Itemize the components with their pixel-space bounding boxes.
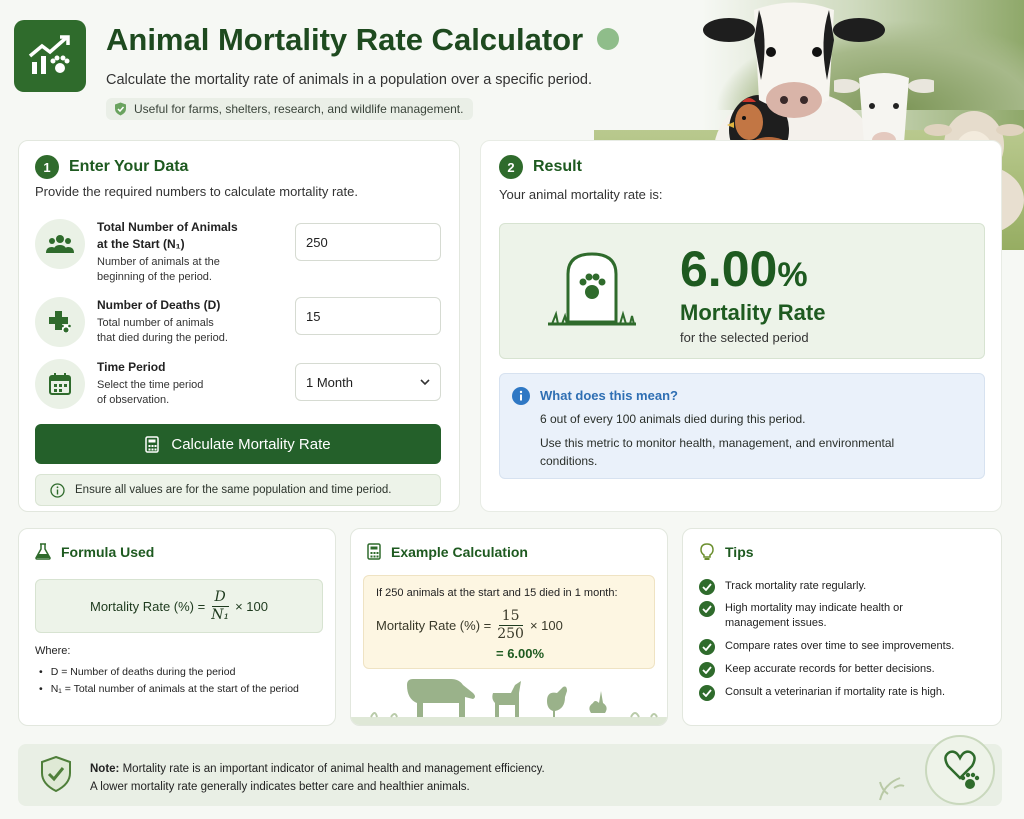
field-help: Select the time period of observation. [97, 379, 204, 406]
time-period-select[interactable]: 1 Month [295, 363, 441, 401]
info-icon [512, 387, 530, 405]
step-number: 2 [499, 155, 523, 179]
gravestone-paw-icon [548, 252, 636, 326]
input-note: Ensure all values are for the same popul… [35, 474, 441, 506]
deaths-input[interactable]: 15 [295, 297, 441, 335]
formula-card: Formula Used Mortality Rate (%) = D N₁ × … [18, 528, 336, 726]
mortality-rate-label: Mortality Rate [680, 300, 826, 325]
chevron-down-icon [420, 378, 430, 385]
usage-pill: Useful for farms, shelters, research, an… [106, 98, 474, 120]
field-help: Total number of animals that died during … [97, 317, 228, 344]
example-box: If 250 animals at the start and 15 died … [363, 575, 655, 669]
step-number: 1 [35, 155, 59, 179]
formula-bullet: N₁ = Total number of animals at the star… [39, 683, 299, 695]
meaning-line-1: 6 out of every 100 animals died during t… [540, 412, 806, 426]
bottom-note: Note: Mortality rate is an important ind… [18, 735, 1002, 806]
meaning-line-2: Use this metric to monitor health, manag… [540, 436, 895, 468]
example-card: Example Calculation If 250 animals at th… [350, 528, 668, 726]
status-dot [597, 27, 620, 50]
usage-text: Useful for farms, shelters, research, an… [134, 102, 464, 116]
mortality-rate-value: 6.00% [680, 241, 808, 297]
formula-box: Mortality Rate (%) = D N₁ × 100 [35, 579, 323, 633]
where-label: Where: [35, 645, 71, 657]
example-fraction: 15 250 [497, 608, 524, 642]
example-intro: If 250 animals at the start and 15 died … [376, 587, 618, 599]
tips-card: Tips Track mortality rate regularly. Hig… [682, 528, 1002, 726]
check-icon [699, 685, 715, 701]
flask-icon [35, 543, 51, 560]
input-card-description: Provide the required numbers to calculat… [35, 184, 358, 199]
page-header: Animal Mortality Rate Calculator Calcula… [14, 20, 674, 120]
field-time-period: Time Period Select the time period of obs… [35, 359, 445, 419]
example-formula: Mortality Rate (%) = 15 250 × 100 [376, 608, 563, 642]
note-text: Note: Mortality rate is an important ind… [90, 763, 545, 793]
tip-item: Compare rates over time to see improveme… [699, 639, 969, 655]
formula-fraction: D N₁ [211, 588, 230, 623]
check-icon [699, 579, 715, 595]
group-icon [35, 219, 85, 269]
formula-bullet: D = Number of deaths during the period [39, 666, 236, 678]
calculate-button-label: Calculate Mortality Rate [171, 435, 331, 453]
farm-animals-illustration [351, 679, 667, 725]
field-label: Number of Deaths (D) [97, 298, 221, 312]
meaning-heading: What does this mean? [540, 388, 678, 403]
field-label: Total Number of Animals at the Start (N₁) [97, 220, 238, 251]
calculator-icon [145, 435, 160, 453]
calendar-icon [35, 359, 85, 409]
field-deaths: Number of Deaths (D) Total number of ani… [35, 297, 445, 357]
result-box: 6.00% Mortality Rate for the selected pe… [499, 223, 985, 359]
tip-item: Track mortality rate regularly. [699, 579, 969, 595]
field-help: Number of animals at the beginning of the… [97, 256, 220, 283]
total-animals-input[interactable]: 250 [295, 223, 441, 261]
mortality-rate-sublabel: for the selected period [680, 330, 809, 345]
lightbulb-icon [700, 543, 714, 560]
result-card: 2 Result Your animal mortality rate is: 6… [480, 140, 1002, 512]
tip-item: High mortality may indicate health or ma… [699, 601, 949, 631]
example-heading: Example Calculation [367, 543, 528, 560]
heart-paw-icon [879, 735, 995, 805]
field-label: Time Period [97, 360, 166, 374]
calculator-icon [367, 543, 381, 560]
input-card: 1 Enter Your Data Provide the required nu… [18, 140, 460, 512]
page-title: Animal Mortality Rate Calculator [106, 22, 620, 58]
result-card-heading: 2 Result [499, 155, 582, 179]
medical-paw-icon [35, 297, 85, 347]
info-icon [50, 482, 65, 498]
shield-check-icon [41, 756, 71, 792]
calculate-button[interactable]: Calculate Mortality Rate [35, 424, 441, 464]
formula-heading: Formula Used [35, 543, 154, 560]
input-card-heading: 1 Enter Your Data [35, 155, 188, 179]
shield-check-icon [115, 102, 126, 116]
meaning-box: What does this mean? 6 out of every 100 … [499, 373, 985, 479]
tips-heading: Tips [699, 543, 754, 561]
check-icon [699, 662, 715, 678]
chart-paw-icon [14, 20, 86, 92]
result-card-description: Your animal mortality rate is: [499, 187, 663, 202]
page-subtitle: Calculate the mortality rate of animals … [106, 72, 593, 88]
check-icon [699, 601, 715, 617]
tip-item: Consult a veterinarian if mortality rate… [699, 685, 969, 701]
check-icon [699, 639, 715, 655]
field-total-animals: Total Number of Animals at the Start (N₁)… [35, 219, 445, 283]
tip-item: Keep accurate records for better decisio… [699, 662, 969, 678]
example-result: = 6.00% [496, 646, 545, 661]
